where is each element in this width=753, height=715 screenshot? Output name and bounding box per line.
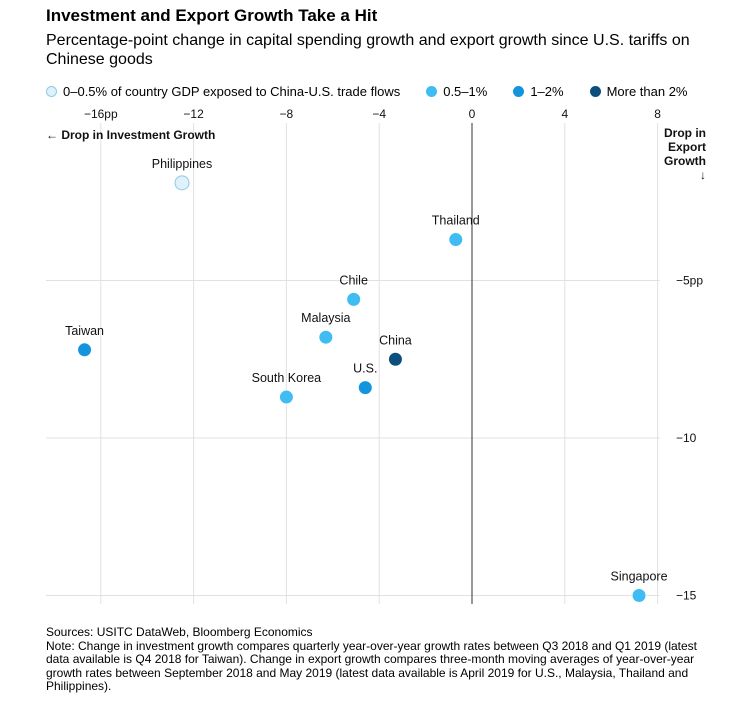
legend-swatch-icon bbox=[589, 86, 601, 97]
data-point bbox=[77, 342, 93, 358]
y-tick-label: −15 bbox=[676, 589, 697, 603]
legend-swatch-icon bbox=[426, 86, 438, 97]
x-tick-label: −4 bbox=[372, 107, 386, 121]
y-axis-label: Growth bbox=[664, 154, 706, 168]
y-axis-label: Drop in bbox=[664, 126, 706, 140]
y-tick-label: −10 bbox=[676, 431, 697, 445]
footnote: Sources: USITC DataWeb, Bloomberg Econom… bbox=[46, 625, 726, 694]
x-tick-label: 8 bbox=[654, 107, 661, 121]
data-point bbox=[357, 380, 373, 396]
legend-item: 1–2% bbox=[513, 84, 564, 99]
x-tick-label: −8 bbox=[280, 107, 294, 121]
legend-swatch-icon bbox=[46, 86, 57, 97]
x-tick-label: −16pp bbox=[84, 107, 118, 121]
data-point bbox=[174, 175, 190, 191]
point-label: U.S. bbox=[353, 362, 377, 376]
point-label: Philippines bbox=[152, 157, 212, 171]
chart-title: Investment and Export Growth Take a Hit bbox=[46, 6, 378, 25]
y-tick-label: −5pp bbox=[676, 274, 703, 288]
x-tick-label: 0 bbox=[469, 107, 476, 121]
data-point bbox=[631, 588, 647, 603]
x-tick-label: −12 bbox=[183, 107, 204, 121]
legend-label: 0.5–1% bbox=[443, 84, 488, 99]
chart-subtitle: Percentage-point change in capital spend… bbox=[46, 32, 690, 68]
data-point bbox=[318, 329, 334, 345]
legend-label: More than 2% bbox=[606, 84, 688, 99]
point-label: China bbox=[379, 333, 412, 347]
x-axis-label: ← Drop in Investment Growth bbox=[46, 128, 215, 142]
legend-label: 0–0.5% of country GDP exposed to China-U… bbox=[63, 84, 401, 99]
legend-label: 1–2% bbox=[530, 84, 564, 99]
note-line: growth rates between September 2018 and … bbox=[46, 665, 689, 680]
data-point bbox=[346, 291, 362, 307]
point-label: Singapore bbox=[611, 570, 668, 584]
y-axis-label: Export bbox=[668, 140, 706, 154]
data-point bbox=[387, 351, 403, 367]
legend-swatch-icon bbox=[513, 86, 525, 97]
point-label: Taiwan bbox=[65, 324, 104, 338]
x-tick-label: 4 bbox=[561, 107, 568, 121]
point-label: Thailand bbox=[432, 214, 480, 228]
legend: 0–0.5% of country GDP exposed to China-U… bbox=[46, 84, 714, 99]
legend-item: More than 2% bbox=[589, 84, 688, 99]
note-line: data available is Q4 2018 for Taiwan). C… bbox=[46, 652, 695, 666]
point-label: Chile bbox=[339, 273, 368, 287]
sources-text: Sources: USITC DataWeb, Bloomberg Econom… bbox=[46, 625, 313, 639]
point-label: Malaysia bbox=[301, 311, 350, 325]
note-line: Philippines). bbox=[46, 679, 112, 693]
point-label: South Korea bbox=[252, 371, 322, 385]
data-point bbox=[448, 232, 464, 248]
y-axis-label: ↓ bbox=[700, 168, 706, 182]
legend-item: 0.5–1% bbox=[426, 84, 487, 99]
note-line: Note: Change in investment growth compar… bbox=[46, 638, 698, 653]
data-point bbox=[278, 389, 294, 405]
legend-item: 0–0.5% of country GDP exposed to China-U… bbox=[46, 84, 400, 99]
